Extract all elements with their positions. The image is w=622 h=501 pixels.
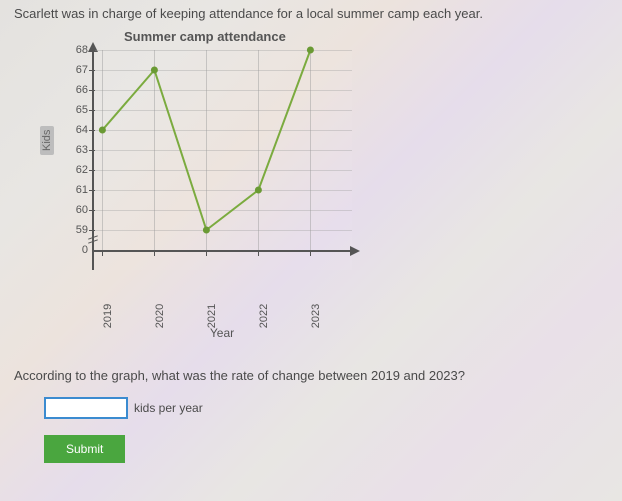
data-point: [255, 187, 262, 194]
x-axis-ticks: 2019 2020 2021 2022 2023: [92, 280, 352, 330]
data-point: [99, 127, 106, 134]
y-axis-ticks: 059606162636465666768: [64, 50, 88, 270]
chart-plot-area: [92, 50, 352, 270]
x-tick-label: 2022: [258, 304, 270, 328]
worksheet-page: Scarlett was in charge of keeping attend…: [0, 0, 622, 501]
answer-unit-label: kids per year: [134, 401, 203, 415]
y-tick-label: 60: [64, 204, 88, 216]
series-line: [102, 50, 310, 230]
x-tick-label: 2023: [310, 304, 322, 328]
y-tick-label: 68: [64, 44, 88, 56]
x-axis-label: Year: [92, 326, 352, 340]
answer-row: kids per year: [44, 397, 608, 419]
chart-container: Kids 059606162636465666768 2019202020212…: [54, 50, 384, 350]
line-series: [92, 50, 352, 270]
chart-title: Summer camp attendance: [124, 29, 608, 44]
data-point: [307, 47, 314, 54]
y-tick-label: 0: [64, 244, 88, 256]
x-tick-label: 2019: [102, 304, 114, 328]
data-point: [151, 67, 158, 74]
y-tick-label: 59: [64, 224, 88, 236]
x-tick-label: 2021: [206, 304, 218, 328]
y-tick-label: 62: [64, 164, 88, 176]
answer-input[interactable]: [44, 397, 128, 419]
data-point: [203, 227, 210, 234]
y-tick-label: 63: [64, 144, 88, 156]
x-tick-label: 2020: [154, 304, 166, 328]
y-tick-label: 67: [64, 64, 88, 76]
y-tick-label: 66: [64, 84, 88, 96]
y-tick-label: 65: [64, 104, 88, 116]
submit-button[interactable]: Submit: [44, 435, 125, 463]
y-tick-label: 64: [64, 124, 88, 136]
question-text: According to the graph, what was the rat…: [14, 368, 608, 383]
y-tick-label: 61: [64, 184, 88, 196]
y-axis-label: Kids: [40, 126, 54, 155]
problem-prompt: Scarlett was in charge of keeping attend…: [14, 6, 608, 21]
